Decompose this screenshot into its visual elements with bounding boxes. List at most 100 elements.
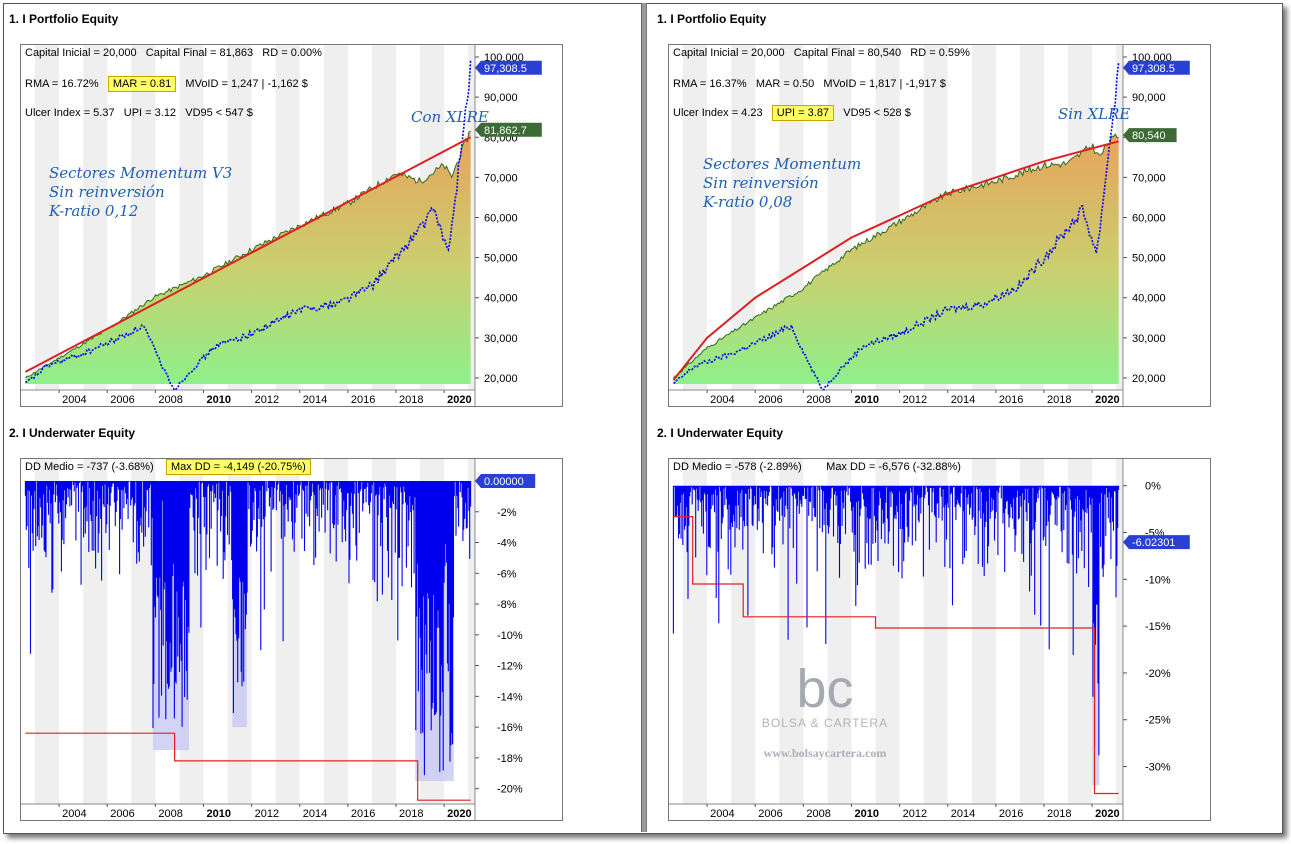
max-dd-step-line [673,516,1119,795]
x-tick-label: 2006 [110,808,134,820]
year-band [683,45,708,390]
capital-inicial-left: Capital Inicial = 20,000 [25,47,137,59]
dd-last-value-bg [1123,535,1190,550]
note-right: Sectores Momentum Sin reinversión K-ratio … [703,155,861,212]
panel-divider[interactable] [641,3,647,832]
year-band [1116,459,1123,804]
underwater-title-right: 2. I Underwater Equity [657,426,784,440]
stats-line3-right: Ulcer Index = 4.23 UPI = 3.87 VD95 < 528… [673,105,911,121]
y-tick-label: -25% [1145,715,1171,727]
x-tick-label: 2016 [999,808,1023,820]
capital-final-left: Capital Final = 81,863 [145,47,254,59]
capital-inicial-right: Capital Inicial = 20,000 [673,47,785,59]
x-tick-label: 2008 [806,808,830,820]
x-tick-label: 2012 [255,808,279,820]
rd-right: RD = 0.59% [910,47,970,59]
underwater-svg-left: -2% -4% -6% -8% -10% -12% -14% -16% -18% -20% 2004… [21,459,536,820]
x-tick-label: 2016 [999,394,1023,406]
dd-last-value: -6.02301 [1132,537,1175,549]
tag-label-left: Con XLRE [411,108,489,126]
x-tick-label: 2004 [62,808,86,820]
x-tick-label: 2006 [110,394,134,406]
x-tick-label: 2010 [206,394,230,406]
ulcer-right: Ulcer Index = 4.23 [673,107,763,119]
rma-right: RMA = 16.37% [673,78,747,90]
equity-svg-left: 20,00030,00040,00050,00060,00070,00080,0… [21,45,542,406]
y-tick-label: 30,000 [1132,333,1166,345]
y-tick-label: -18% [497,753,523,765]
tag-label-right: Sin XLRE [1058,105,1131,123]
year-band [468,45,475,390]
y-tick-label: -16% [497,722,523,734]
last-value-green: 81,862.7 [484,125,527,137]
year-band [35,45,60,390]
vd95-right: VD95 < 528 $ [843,107,911,119]
equity-series-line [25,130,471,379]
dd-last-value: 0.00000 [484,476,524,488]
y-tick-label: -14% [497,691,523,703]
y-tick-label: 30,000 [484,333,518,345]
y-tick-label: 20,000 [484,373,518,385]
equity-series-line [673,133,1119,379]
max-dd-step-line [25,732,471,801]
watermark-name: BOLSA & CARTERA [761,716,889,730]
underwater-series [24,481,472,776]
x-tick-label: 2008 [806,394,830,406]
y-tick-label: -8% [497,599,517,611]
equity-area [673,134,1119,384]
y-tick-label: 60,000 [1132,212,1166,224]
dd-last-value-bg [475,474,536,488]
note-line: Sin reinversión [49,183,165,201]
x-tick-label: 2014 [303,808,327,820]
benchmark-series-line [673,62,1120,391]
equity-area [25,131,471,384]
underwater-svg-right: 0%-5%-10%-15%-20%-25%-30%2004 2006 2008 201… [669,459,1190,820]
last-value-green-bg [1123,128,1177,143]
y-tick-label: -6% [497,568,517,580]
last-value-blue: 97,308.5 [484,63,527,75]
note-line: K-ratio 0,12 [49,202,139,220]
x-tick-label: 2008 [158,808,182,820]
underwater-series [672,485,1120,756]
y-tick-label: 60,000 [484,212,518,224]
x-tick-label: 2016 [351,394,375,406]
equity-chart-left: 20,000 30,000 40,000 50,000 60,000 70,000 80,0… [20,44,563,407]
dd-medio-left: DD Medio = -737 (-3.68%) [25,461,154,473]
x-tick-label: 2004 [62,394,86,406]
max-dd-right: Max DD = -6,576 (-32.88%) [826,461,961,473]
watermark: bc BOLSA & CARTERA [760,662,890,730]
vd95-left: VD95 < 547 $ [185,107,253,119]
stats-line1-left: Capital Inicial = 20,000 Capital Final =… [25,47,322,59]
stats-line2-right: RMA = 16.37% MAR = 0.50 MVoID = 1,817 | … [673,78,946,90]
x-tick-label: 2020 [1095,808,1119,820]
mvoid-right: MVoID = 1,817 | -1,917 $ [823,78,946,90]
stats-line1-right: Capital Inicial = 20,000 Capital Final =… [673,47,970,59]
y-tick-label: -10% [497,630,523,642]
y-tick-label: 50,000 [1132,253,1166,265]
x-tick-label: 2014 [951,808,975,820]
mvoid-left: MVoID = 1,247 | -1,162 $ [185,78,308,90]
x-tick-label: 2010 [854,808,878,820]
x-tick-label: 2020 [1095,394,1119,406]
y-tick-label: -20% [1145,668,1171,680]
y-tick-label: 90,000 [1132,92,1166,104]
dd-medio-right: DD Medio = -578 (-2.89%) [673,461,802,473]
note-line: Sin reinversión [703,174,819,192]
y-tick-label: -4% [497,538,517,550]
x-tick-label: 2004 [710,808,734,820]
y-tick-label: 70,000 [484,172,518,184]
underwater-title-left: 2. I Underwater Equity [9,426,136,440]
regression-line [672,140,1119,381]
note-line: K-ratio 0,08 [703,193,793,211]
y-tick-label: 40,000 [1132,293,1166,305]
y-tick-label: -10% [1145,574,1171,586]
upi-left: UPI = 3.12 [123,107,177,119]
equity-title-right: 1. I Portfolio Equity [657,12,767,26]
year-band [468,459,475,804]
x-tick-label: 2016 [351,808,375,820]
dd-stats-left: DD Medio = -737 (-3.68%) Max DD = -4,149… [25,459,311,475]
mar-left: MAR = 0.81 [107,76,177,92]
y-tick-label: 20,000 [1132,373,1166,385]
last-value-blue-bg [475,60,542,75]
x-tick-label: 2020 [447,394,471,406]
